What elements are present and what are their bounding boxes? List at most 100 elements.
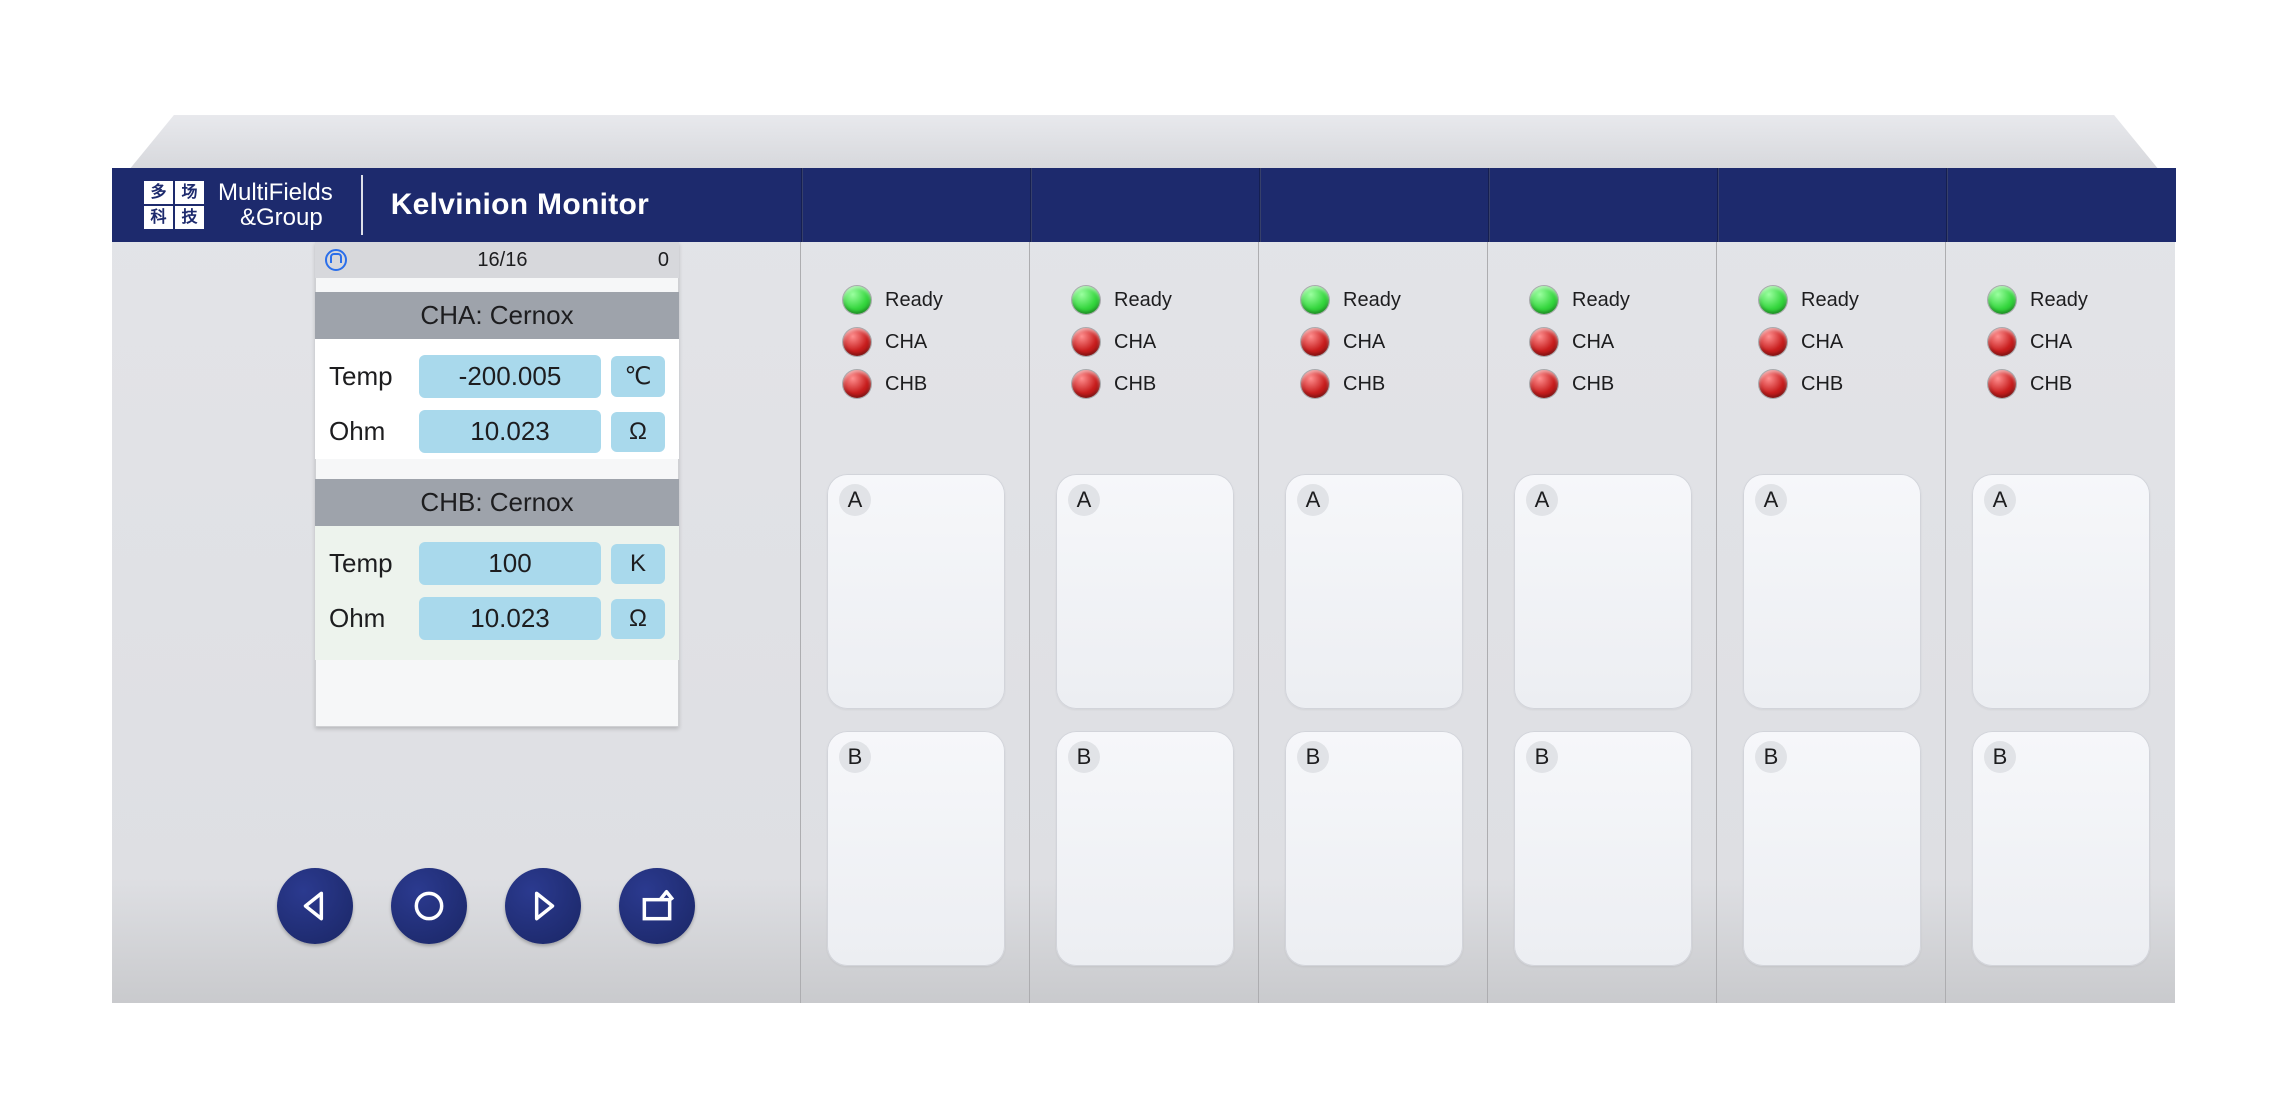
nav-buttons xyxy=(277,868,695,944)
brand-name: MultiFields &Group xyxy=(218,175,363,235)
channel-b-title: CHB: Cernox xyxy=(315,479,679,526)
connector-port-b: B xyxy=(1972,731,2150,966)
lcd-status-count: 16/16 xyxy=(477,249,527,272)
circle-icon xyxy=(410,887,448,925)
lock-icon xyxy=(325,249,347,271)
led-row: CHA xyxy=(1072,328,1172,356)
triangle-right-icon xyxy=(524,887,562,925)
device-face: 16/16 0 CHA: Cernox Temp -200.005 ℃ Ohm … xyxy=(112,168,2176,1003)
port-label: A xyxy=(1068,484,1100,516)
lcd-status-bar: 16/16 0 xyxy=(315,242,679,278)
led-row: Ready xyxy=(843,286,943,314)
port-label: A xyxy=(1297,484,1329,516)
module-slot: Ready CHA CHB AB xyxy=(1946,168,2175,1003)
connector-port-b: B xyxy=(827,731,1005,966)
led-label: Ready xyxy=(1572,289,1630,312)
red-led-icon xyxy=(1301,370,1329,398)
led-label: CHB xyxy=(1801,373,1843,396)
chb-ohm-unit[interactable]: Ω xyxy=(611,599,665,639)
led-label: Ready xyxy=(2030,289,2088,312)
logo-glyph: 场 xyxy=(175,181,204,204)
led-row: Ready xyxy=(1988,286,2088,314)
cha-temp-value[interactable]: -200.005 xyxy=(419,355,601,398)
nav-export-button[interactable] xyxy=(619,868,695,944)
brand-logo-icon: 多 场 科 技 xyxy=(144,181,204,229)
red-led-icon xyxy=(1530,370,1558,398)
lcd-status-right: 0 xyxy=(658,249,669,272)
port-label: B xyxy=(1526,741,1558,773)
chb-ohm-value[interactable]: 10.023 xyxy=(419,597,601,640)
nav-next-button[interactable] xyxy=(505,868,581,944)
led-row: Ready xyxy=(1759,286,1859,314)
port-label: A xyxy=(1526,484,1558,516)
connector-port-a: A xyxy=(827,474,1005,709)
cha-ohm-unit[interactable]: Ω xyxy=(611,412,665,452)
led-label: CHA xyxy=(885,331,927,354)
module-slot: Ready CHA CHB A B xyxy=(1030,168,1259,1003)
led-label: CHB xyxy=(1343,373,1385,396)
status-leds: Ready CHA CHB xyxy=(1988,286,2088,398)
led-label: CHB xyxy=(2030,373,2072,396)
led-label: Ready xyxy=(885,289,943,312)
led-row: CHB xyxy=(1759,370,1859,398)
module-slot: ReadyCHACHBAB xyxy=(1717,168,1946,1003)
row-label: Ohm xyxy=(329,603,409,634)
led-row: CHA xyxy=(843,328,943,356)
led-row: CHB xyxy=(1988,370,2088,398)
led-label: CHA xyxy=(2030,331,2072,354)
led-label: CHB xyxy=(885,373,927,396)
port-label: B xyxy=(1984,741,2016,773)
module-slot: ReadyCHACHBAB xyxy=(1259,168,1488,1003)
header-divider xyxy=(1259,168,1261,242)
cha-temp-row: Temp -200.005 ℃ xyxy=(315,349,679,404)
led-label: Ready xyxy=(1114,289,1172,312)
led-label: CHA xyxy=(1343,331,1385,354)
cha-temp-unit[interactable]: ℃ xyxy=(611,356,665,397)
led-label: CHA xyxy=(1114,331,1156,354)
header-bar: 多 场 科 技 MultiFields &Group Kelvinion Mon… xyxy=(112,168,2176,242)
logo-glyph: 多 xyxy=(144,181,173,204)
port-label: A xyxy=(839,484,871,516)
row-label: Temp xyxy=(329,548,409,579)
brand-name-line2: &Group xyxy=(218,205,333,230)
green-led-icon xyxy=(1988,286,2016,314)
product-title: Kelvinion Monitor xyxy=(391,188,649,222)
brand-block: 多 场 科 技 MultiFields &Group Kelvinion Mon… xyxy=(112,168,649,242)
led-row: CHB xyxy=(843,370,943,398)
led-row: CHB xyxy=(1072,370,1172,398)
port-label: B xyxy=(1297,741,1329,773)
cha-ohm-value[interactable]: 10.023 xyxy=(419,410,601,453)
connector-port-b: B xyxy=(1285,731,1463,966)
red-led-icon xyxy=(843,370,871,398)
brand-name-line1: MultiFields xyxy=(218,180,333,205)
status-leds: ReadyCHACHB xyxy=(1530,286,1630,398)
red-led-icon xyxy=(1072,370,1100,398)
status-leds: Ready CHA CHB xyxy=(843,286,943,398)
nav-prev-button[interactable] xyxy=(277,868,353,944)
header-divider xyxy=(1030,168,1032,242)
port-label: A xyxy=(1755,484,1787,516)
red-led-icon xyxy=(1530,328,1558,356)
chb-temp-unit[interactable]: K xyxy=(611,544,665,584)
connector-port-a: A xyxy=(1056,474,1234,709)
connector-port-b: B xyxy=(1514,731,1692,966)
logo-glyph: 科 xyxy=(144,206,173,229)
port-label: B xyxy=(1068,741,1100,773)
nav-select-button[interactable] xyxy=(391,868,467,944)
green-led-icon xyxy=(1759,286,1787,314)
chb-temp-value[interactable]: 100 xyxy=(419,542,601,585)
green-led-icon xyxy=(1530,286,1558,314)
module-slot: Ready CHA CHB A B xyxy=(801,168,1030,1003)
channel-a-title: CHA: Cernox xyxy=(315,292,679,339)
led-row: CHA xyxy=(1301,328,1401,356)
red-led-icon xyxy=(1072,328,1100,356)
led-row: CHA xyxy=(1530,328,1630,356)
export-icon xyxy=(638,887,676,925)
device-chassis: 多 场 科 技 MultiFields &Group Kelvinion Mon… xyxy=(112,115,2176,1005)
status-leds: Ready CHA CHB xyxy=(1759,286,1859,398)
led-label: CHA xyxy=(1801,331,1843,354)
connector-port-a: A xyxy=(1743,474,1921,709)
connector-port-a: A xyxy=(1972,474,2150,709)
led-label: CHB xyxy=(1114,373,1156,396)
row-label: Temp xyxy=(329,361,409,392)
